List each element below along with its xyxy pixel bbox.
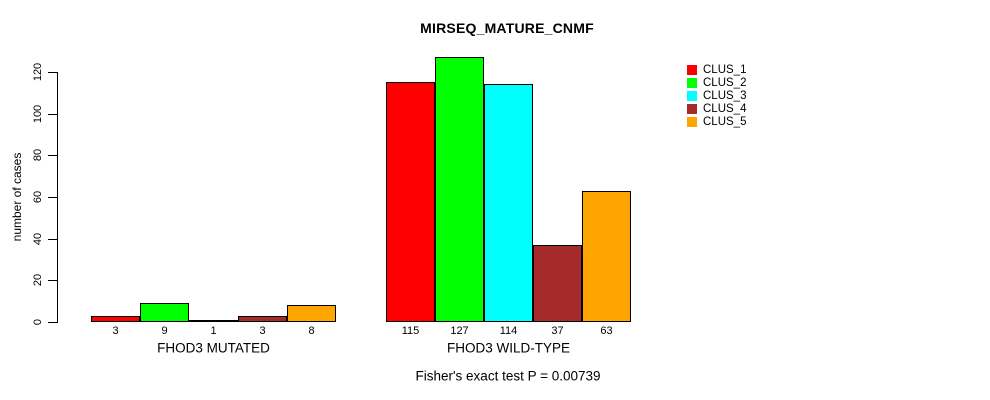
bar: [484, 84, 533, 322]
bar-value-label: 9: [161, 325, 168, 337]
bar-value-label: 37: [551, 325, 564, 337]
bar: [189, 320, 238, 322]
y-tick: [48, 72, 57, 73]
y-tick-label: 20: [32, 273, 44, 287]
legend-swatch: [687, 91, 697, 101]
y-tick: [48, 280, 57, 281]
bar-value-label: 3: [259, 325, 266, 337]
y-axis-line: [57, 72, 58, 323]
y-tick-label: 40: [32, 232, 44, 246]
legend-swatch: [687, 65, 697, 75]
bar-value-label: 3: [112, 325, 119, 337]
y-tick: [48, 239, 57, 240]
bar-value-label: 8: [308, 325, 315, 337]
chart-title: MIRSEQ_MATURE_CNMF: [420, 20, 594, 36]
legend-swatch: [687, 78, 697, 88]
bar: [533, 245, 582, 322]
bar: [386, 82, 435, 322]
legend-label: CLUS_2: [703, 77, 747, 89]
legend-swatch: [687, 117, 697, 127]
bar: [140, 303, 189, 322]
y-tick: [48, 197, 57, 198]
x-axis-group-label: FHOD3 MUTATED: [157, 340, 270, 356]
bar: [287, 305, 336, 322]
y-tick-label: 60: [32, 190, 44, 204]
legend-label: CLUS_4: [703, 103, 747, 115]
x-axis-group-label: FHOD3 WILD-TYPE: [446, 340, 571, 356]
legend-label: CLUS_3: [703, 90, 747, 102]
bar: [435, 57, 484, 322]
y-tick-label: 100: [32, 104, 44, 124]
y-tick: [48, 114, 57, 115]
legend-swatch: [687, 104, 697, 114]
legend-label: CLUS_1: [703, 64, 747, 76]
bar: [238, 316, 287, 322]
bar-value-label: 63: [600, 325, 613, 337]
y-tick-label: 120: [32, 62, 44, 82]
bar-value-label: 115: [401, 325, 420, 337]
bar-value-label: 127: [450, 325, 469, 337]
y-tick-label: 0: [32, 318, 44, 326]
y-axis-title: number of cases: [10, 152, 24, 242]
annotation-text: Fisher's exact test P = 0.00739: [415, 368, 601, 384]
bar: [91, 316, 140, 322]
y-tick: [48, 322, 57, 323]
y-tick-label: 80: [32, 148, 44, 162]
bar: [582, 191, 631, 322]
legend-label: CLUS_5: [703, 116, 747, 128]
bar-value-label: 114: [499, 325, 518, 337]
y-tick: [48, 155, 57, 156]
bar-value-label: 1: [210, 325, 217, 337]
